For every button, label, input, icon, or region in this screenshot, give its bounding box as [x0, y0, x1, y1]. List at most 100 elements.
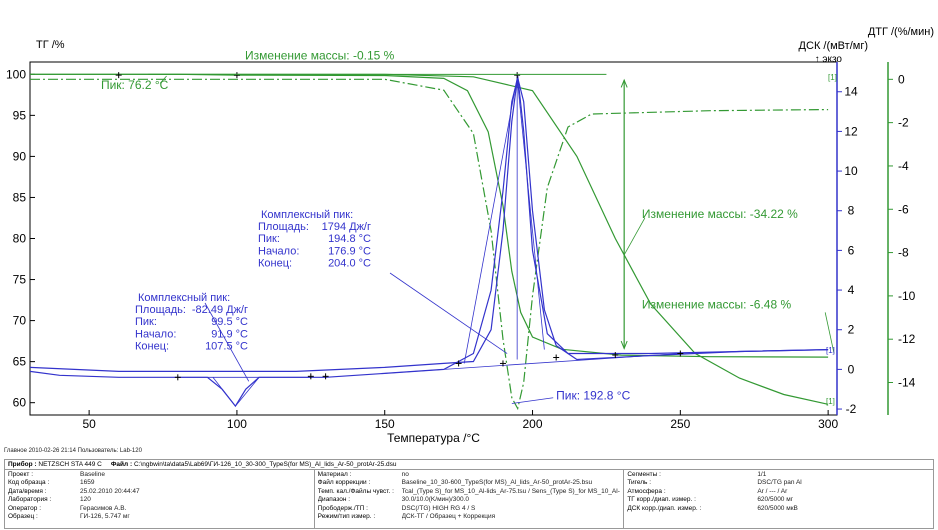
x-tick-label: 250: [670, 417, 690, 431]
tg-axis-label: ТГ /%: [36, 39, 65, 51]
info-value: no: [401, 471, 409, 478]
info-col-3: Сегменты :1/1 Тигель : DSC/TG pan Al Атмосф…: [623, 469, 934, 529]
peak-2-label: Пик: 192.8 °C: [556, 388, 630, 402]
peak-1-leader: [159, 75, 167, 84]
tg-tick-label: 60: [13, 396, 27, 410]
complex-peak-1-key: Начало:: [258, 245, 299, 257]
tg-tick-label: 80: [13, 232, 27, 246]
dsc-axis-label: ДСК /(мВт/мг): [799, 40, 868, 52]
dsc-tick-label: 6: [848, 243, 855, 257]
info-key: ДСК корр./диап. измер. :: [627, 504, 702, 512]
dsc-tick-label: 12: [844, 124, 858, 138]
complex-peak-2-key: Начало:: [135, 328, 176, 340]
dsc-tangent-end-2: [235, 377, 260, 407]
info-row: ДСК корр./диап. измер. : 620/5000 мкВ: [627, 505, 930, 513]
annotation-layer: [115, 72, 835, 407]
marker-3-label: [1]: [826, 397, 835, 406]
info-key: Дата/время :: [8, 487, 47, 495]
info-key: Файл коррекции :: [317, 479, 371, 487]
info-row: Материал : no: [318, 471, 621, 479]
complex-peak-2-key: Пик:: [135, 316, 157, 328]
instrument-label: Прибор :: [8, 461, 37, 468]
info-key: ТГ корр./диап. измер. :: [627, 496, 696, 504]
dtg-tick-label: -12: [898, 332, 916, 346]
info-row: Лаборатория : 120: [8, 496, 311, 504]
dtg-tick-label: -8: [898, 246, 909, 260]
series-layer: [29, 73, 829, 411]
marker-1-label: [1]: [828, 73, 837, 82]
mass-step-2-arrow-head-bottom: [620, 340, 628, 350]
x-tick-label: 100: [227, 417, 247, 431]
info-row: Диапазон : 30.0/10.0(K/мин)/300.0: [318, 496, 621, 504]
dsc-tangent-onset-2: [212, 377, 236, 407]
peak-1-label: Пик: 76.2 °C: [101, 78, 169, 92]
series-line-5: [29, 75, 829, 372]
info-value: Tcal_(Type S)_for MS_10_Al-lids_Ar-75.ts…: [401, 487, 621, 495]
complex-peak-2-value: 91.9 °C: [211, 328, 248, 340]
info-key: Сегменты :: [627, 471, 661, 478]
x-tick-label: 200: [523, 417, 543, 431]
info-table: Прибор : NETZSCH STA 449 C Файл : C:\ngb…: [4, 459, 934, 529]
info-row: ТГ корр./диап. измер. : 620/5000 мг: [627, 496, 930, 504]
info-key: Лаборатория :: [8, 496, 52, 504]
tg-tick-label: 90: [13, 149, 27, 163]
footer-main-line: Главное 2010-02-26 21:14 Пользователь: L…: [4, 448, 142, 454]
tg-tick-label: 75: [13, 273, 27, 287]
instrument-value: NETZSCH STA 449 C: [38, 461, 102, 468]
info-value: ГИ-126, 5.747 мг: [80, 512, 130, 520]
mass-change-3-label: Изменение массы: -6.48 %: [642, 297, 792, 311]
info-col-2: Материал : no Файл коррекции : Baseline_10_…: [313, 469, 625, 529]
complex-peak-2-leader: [204, 302, 250, 382]
dtg-tick-label: -10: [898, 289, 916, 303]
complex-peak-2-key: Конец:: [135, 341, 169, 353]
dsc-baseline-2: [384, 353, 681, 374]
dsc-tick-label: 8: [848, 204, 855, 218]
info-value: Baseline_10_30-600_TypeS(for MS)_Al_lids…: [401, 479, 593, 487]
instrument-row: Прибор : NETZSCH STA 449 C Файл : C:\ngb…: [4, 459, 934, 470]
dsc-tick-label: -2: [846, 402, 857, 416]
info-value: Герасимов А.В.: [80, 504, 127, 512]
tg-tick-label: 70: [13, 314, 27, 328]
dsc-tangent-onset: [463, 77, 518, 364]
info-col-1: Проект : Baseline Код образца :1659 Дата/вр…: [4, 469, 315, 529]
info-value: 25.02.2010 20:44:47: [80, 487, 140, 495]
dsc-axis-sublabel: ↑ экзо: [815, 54, 843, 65]
axes-layer: [30, 62, 893, 415]
info-key: Материал :: [317, 471, 352, 478]
complex-peak-2-value: 107.5 °C: [205, 341, 248, 353]
info-value: DSC/TG pan Al: [757, 479, 802, 487]
info-value: Baseline: [80, 471, 105, 478]
info-key: Оператор :: [8, 504, 42, 512]
mass-step-2-leader: [623, 217, 646, 256]
complex-peak-2-title: Комплексный пик:: [138, 292, 230, 304]
info-row: Режим/тип измер. : ДСК-ТГ / Образец + Кор…: [318, 513, 621, 521]
info-value: Ar / --- / Ar: [757, 487, 788, 495]
dsc-tick-label: 2: [848, 323, 855, 337]
info-row: Прободерж./ТП : DSC(/TG) HIGH RG 4 / S: [318, 505, 621, 513]
peak-2-leader: [511, 397, 554, 404]
info-row: Темп. кал./Файлы чувст. : Tcal_(Type S)_f…: [318, 488, 621, 496]
complex-peak-2-key: Площадь:: [135, 304, 186, 316]
x-tick-label: 150: [375, 417, 395, 431]
info-value: 120: [80, 496, 91, 504]
complex-peak-1-title: Комплексный пик:: [261, 209, 353, 221]
info-row: Оператор : Герасимов А.В.: [8, 505, 311, 513]
tg-tick-label: 95: [13, 108, 27, 122]
dsc-tangent-end: [516, 77, 545, 350]
info-row: Код образца : 1659: [8, 479, 311, 487]
complex-peak-2-value: 99.5 °C: [211, 316, 248, 328]
info-key: Образец :: [8, 512, 38, 520]
complex-peak-1-value: 176.9 °C: [328, 245, 371, 257]
info-row: Файл коррекции : Baseline_10_30-600_TypeS…: [318, 479, 621, 487]
complex-peak-1-key: Пик:: [258, 233, 280, 245]
complex-peak-1-value: 194.8 °C: [328, 233, 371, 245]
series-line-3: [30, 78, 829, 411]
info-value: 1/1: [757, 471, 767, 478]
dtg-tick-label: -6: [898, 202, 909, 216]
mass-step-2-arrow-head-top: [620, 78, 628, 88]
dtg-tick-label: -4: [898, 159, 909, 173]
mass-change-2-label: Изменение массы: -34.22 %: [642, 207, 798, 221]
info-value: 1659: [80, 479, 95, 487]
